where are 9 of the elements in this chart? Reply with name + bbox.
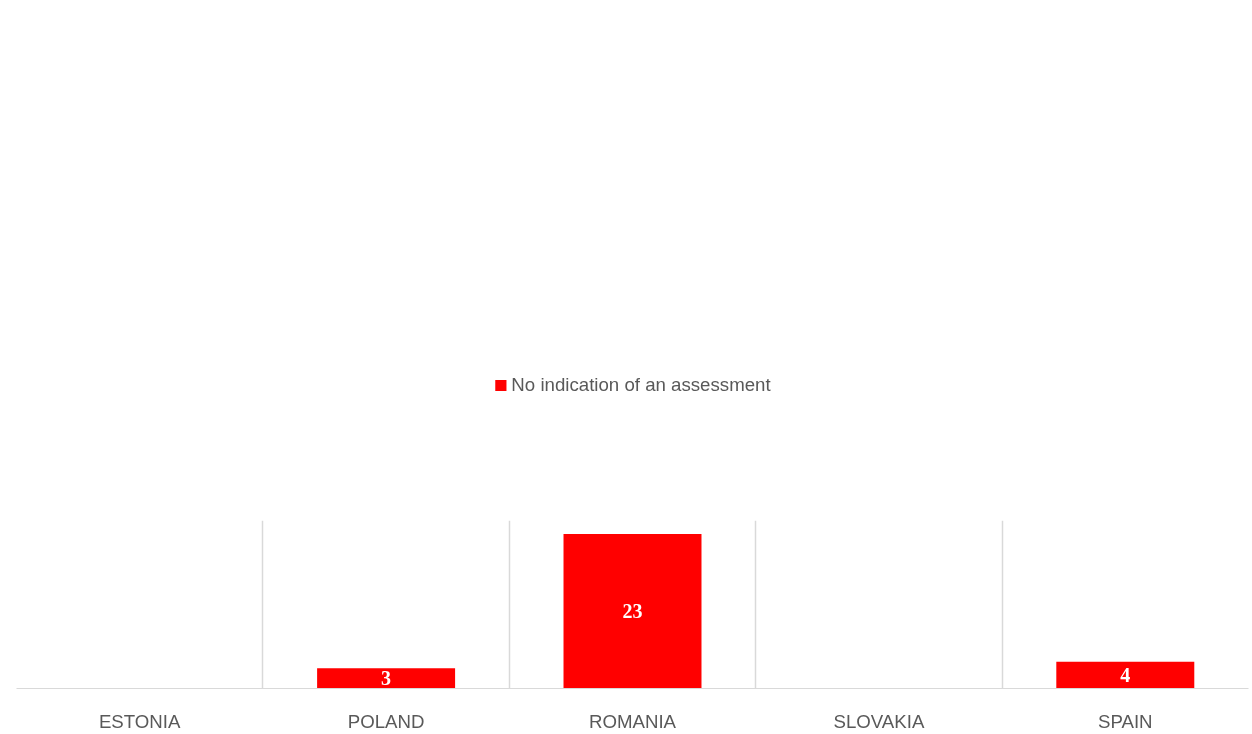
data-label: 4 (1120, 664, 1131, 687)
x-tick-label: SPAIN (1098, 710, 1153, 732)
legend-label: No indication of an assessment (511, 373, 771, 396)
data-label: 23 (622, 600, 643, 623)
x-tick-label: POLAND (347, 710, 425, 732)
x-tick-label: SLOVAKIA (833, 710, 925, 732)
x-tick-label: ESTONIA (98, 710, 182, 732)
data-label: 3 (381, 667, 392, 690)
x-tick-label: ROMANIA (588, 710, 677, 732)
